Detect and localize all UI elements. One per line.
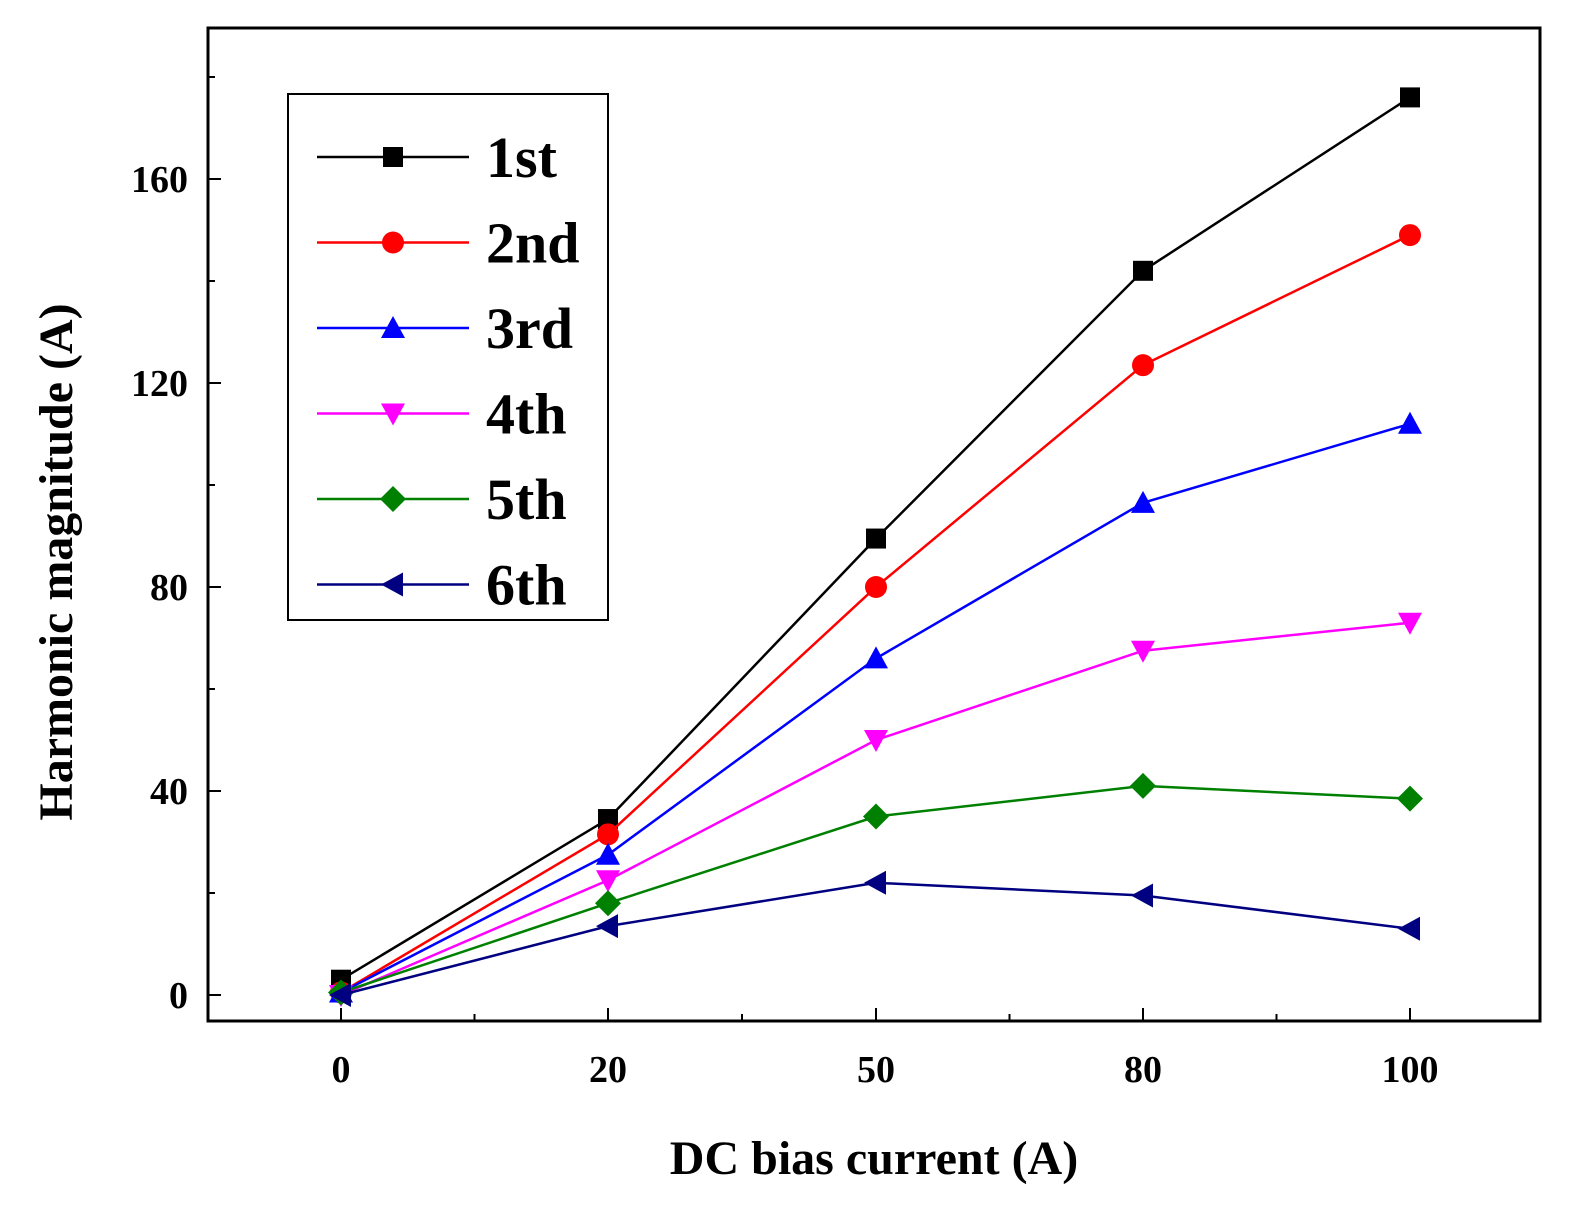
data-point [1398, 612, 1422, 635]
legend-marker [382, 231, 404, 254]
legend-entry: 6th [317, 553, 567, 618]
data-point [596, 842, 620, 865]
data-point [596, 914, 618, 939]
legend-label: 4th [486, 382, 567, 447]
x-tick-label: 0 [332, 1049, 351, 1091]
legend-entry: 1st [317, 125, 558, 190]
legend-label: 5th [486, 467, 567, 532]
legend-marker [381, 316, 405, 338]
data-point [595, 890, 621, 917]
legend-marker [380, 486, 406, 512]
plot-content [328, 87, 1423, 1007]
y-axis-title: Harmonic magnitude (A) [30, 303, 83, 820]
x-tick-label: 20 [589, 1049, 627, 1091]
data-point [1133, 260, 1153, 281]
legend-box [287, 93, 609, 621]
x-axis: 0 20 50 80 100 [332, 1008, 1439, 1091]
data-point [1398, 411, 1422, 434]
legend-label: 6th [486, 553, 567, 618]
legend-marker [383, 147, 403, 167]
legend-entry: 5th [317, 467, 567, 532]
x-tick-label: 80 [1124, 1049, 1162, 1091]
y-axis: 0 40 80 120 160 [131, 76, 221, 1017]
x-tick-label: 100 [1382, 1049, 1439, 1091]
data-point [596, 870, 620, 893]
legend: 1st 2nd 3rd 4th 5th 6th [287, 93, 609, 621]
data-point [865, 576, 887, 598]
data-point [864, 870, 886, 895]
data-point [1131, 490, 1155, 513]
y-tick-label: 160 [131, 159, 188, 201]
y-tick-label: 120 [131, 363, 188, 405]
series-6th [329, 870, 1420, 1007]
data-point [1131, 883, 1153, 908]
data-point [1399, 224, 1421, 247]
data-point [329, 983, 351, 1007]
legend-label: 1st [486, 125, 558, 190]
data-point [1398, 916, 1420, 941]
data-point [863, 803, 889, 830]
data-point [1397, 785, 1423, 812]
data-point [864, 646, 888, 669]
data-point [1400, 87, 1420, 108]
data-point [864, 730, 888, 752]
y-tick-label: 0 [169, 975, 188, 1017]
legend-marker [381, 572, 403, 597]
plot-frame [206, 26, 1542, 1023]
legend-label: 2nd [486, 211, 580, 276]
legend-entry: 3rd [317, 296, 573, 361]
x-axis-title: DC bias current (A) [670, 1132, 1078, 1185]
y-tick-label: 40 [150, 771, 188, 813]
data-point [598, 809, 618, 830]
data-point [1132, 354, 1154, 377]
x-tick-label: 50 [857, 1049, 895, 1091]
legend-entry: 4th [317, 382, 567, 447]
data-point [1130, 772, 1156, 799]
legend-marker [381, 403, 405, 426]
data-point [866, 528, 886, 549]
data-point [597, 823, 619, 846]
y-tick-label: 80 [150, 567, 188, 609]
legend-entry: 2nd [317, 211, 580, 276]
data-point [1131, 640, 1155, 663]
legend-label: 3rd [486, 296, 573, 361]
